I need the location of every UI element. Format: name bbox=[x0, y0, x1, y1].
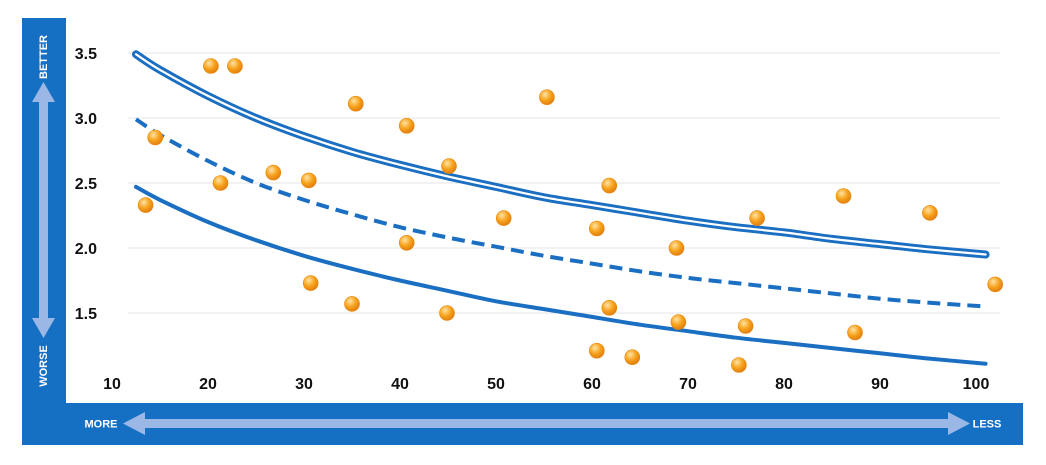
less-label: LESS bbox=[973, 419, 1002, 431]
y-tick-label: 3.0 bbox=[75, 111, 97, 128]
trend-curves bbox=[132, 50, 990, 366]
scatter-points bbox=[137, 58, 1004, 373]
lower-bound-curve bbox=[134, 184, 988, 366]
x-tick-label: 60 bbox=[583, 376, 601, 393]
scatter-point bbox=[227, 58, 243, 74]
scatter-point bbox=[670, 314, 687, 330]
scatter-point bbox=[847, 324, 863, 341]
x-tick-label: 80 bbox=[775, 376, 793, 393]
scatter-point bbox=[495, 210, 512, 226]
scatter-point bbox=[344, 296, 360, 312]
upper-bound-curve-inner bbox=[134, 53, 987, 256]
x-tick-label: 40 bbox=[391, 376, 409, 393]
y-tick-label: 2.0 bbox=[75, 241, 97, 258]
x-tick-label: 50 bbox=[487, 376, 505, 393]
vertical-double-arrow-icon bbox=[32, 82, 55, 338]
worse-label: WORSE bbox=[38, 345, 50, 387]
scatter-point bbox=[601, 299, 618, 316]
scatter-point bbox=[212, 175, 229, 191]
x-axis-ticks: 10 20 30 40 50 60 70 80 90 100 bbox=[103, 376, 989, 393]
mean-curve bbox=[134, 117, 986, 309]
scatter-point bbox=[439, 305, 455, 321]
scatter-point bbox=[398, 118, 415, 134]
scatter-point bbox=[624, 349, 641, 366]
scatter-point bbox=[731, 357, 747, 373]
x-tick-label: 90 bbox=[871, 376, 889, 393]
scatter-point bbox=[539, 89, 555, 105]
scatter-point bbox=[302, 275, 319, 291]
better-label: BETTER bbox=[38, 35, 50, 79]
scatter-point bbox=[588, 220, 605, 237]
scatter-point bbox=[347, 95, 364, 112]
scatter-point bbox=[668, 240, 685, 256]
y-tick-label: 2.5 bbox=[75, 176, 97, 193]
scatter-point bbox=[203, 58, 219, 74]
scatter-point bbox=[588, 342, 605, 359]
upper-bound-curve bbox=[132, 50, 990, 259]
scatter-point bbox=[835, 188, 852, 204]
x-tick-label: 70 bbox=[679, 376, 697, 393]
x-tick-label: 30 bbox=[295, 376, 313, 393]
scatter-point bbox=[265, 164, 282, 181]
y-tick-label: 3.5 bbox=[75, 46, 97, 63]
horizontal-double-arrow-icon bbox=[123, 412, 970, 435]
scatter-point bbox=[987, 276, 1004, 293]
scatter-point bbox=[147, 129, 163, 146]
x-tick-label: 20 bbox=[199, 376, 217, 393]
more-label: MORE bbox=[85, 419, 118, 431]
scatter-point bbox=[137, 197, 154, 213]
gridlines bbox=[128, 52, 1000, 314]
x-tick-label: 10 bbox=[103, 376, 121, 393]
y-axis-ticks: 3.5 3.0 2.5 2.0 1.5 bbox=[75, 46, 97, 323]
y-tick-label: 1.5 bbox=[75, 306, 97, 323]
scatter-point bbox=[300, 172, 317, 189]
scatter-point bbox=[749, 210, 765, 226]
scatter-point bbox=[922, 205, 938, 221]
scatter-point bbox=[737, 318, 754, 334]
scatter-point bbox=[441, 158, 457, 174]
x-tick-label: 100 bbox=[963, 376, 990, 393]
scatter-point bbox=[398, 235, 415, 251]
scatter-point bbox=[601, 177, 618, 194]
